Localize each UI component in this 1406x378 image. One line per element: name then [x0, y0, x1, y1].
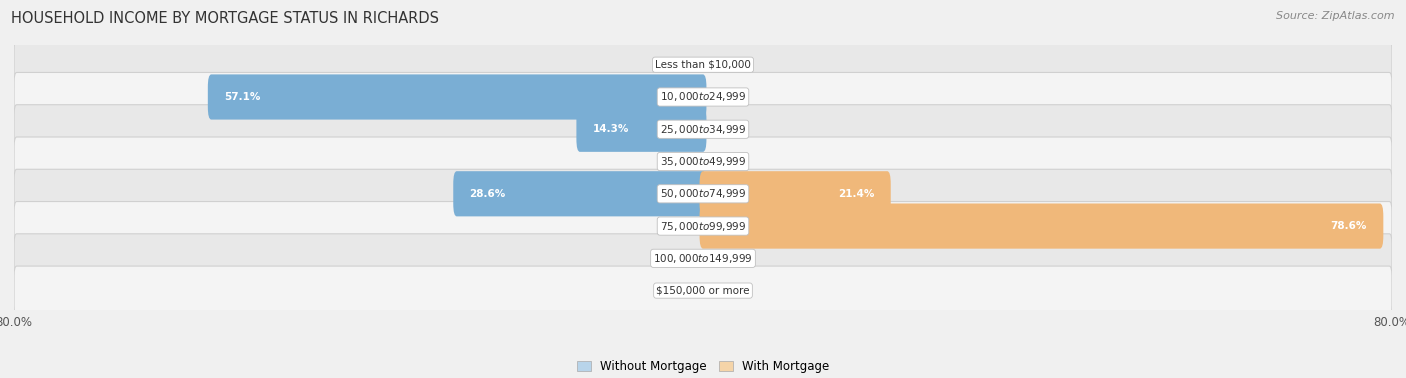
Text: $10,000 to $24,999: $10,000 to $24,999	[659, 90, 747, 104]
FancyBboxPatch shape	[14, 40, 1392, 89]
Text: 0.0%: 0.0%	[711, 253, 738, 263]
Text: $150,000 or more: $150,000 or more	[657, 286, 749, 296]
FancyBboxPatch shape	[453, 171, 706, 216]
FancyBboxPatch shape	[576, 107, 706, 152]
Text: 57.1%: 57.1%	[224, 92, 260, 102]
FancyBboxPatch shape	[14, 137, 1392, 186]
Text: 0.0%: 0.0%	[711, 286, 738, 296]
Text: 0.0%: 0.0%	[711, 92, 738, 102]
Text: 21.4%: 21.4%	[838, 189, 875, 199]
Text: 0.0%: 0.0%	[711, 156, 738, 167]
Text: 28.6%: 28.6%	[470, 189, 506, 199]
FancyBboxPatch shape	[14, 105, 1392, 154]
FancyBboxPatch shape	[14, 266, 1392, 315]
Text: $35,000 to $49,999: $35,000 to $49,999	[659, 155, 747, 168]
FancyBboxPatch shape	[14, 201, 1392, 251]
Text: $25,000 to $34,999: $25,000 to $34,999	[659, 123, 747, 136]
FancyBboxPatch shape	[14, 169, 1392, 218]
Text: 0.0%: 0.0%	[711, 60, 738, 70]
Text: 0.0%: 0.0%	[668, 60, 695, 70]
Text: 0.0%: 0.0%	[668, 156, 695, 167]
Text: $75,000 to $99,999: $75,000 to $99,999	[659, 220, 747, 232]
FancyBboxPatch shape	[14, 234, 1392, 283]
FancyBboxPatch shape	[700, 203, 1384, 249]
Text: $50,000 to $74,999: $50,000 to $74,999	[659, 187, 747, 200]
Text: Less than $10,000: Less than $10,000	[655, 60, 751, 70]
Text: 0.0%: 0.0%	[668, 286, 695, 296]
Legend: Without Mortgage, With Mortgage: Without Mortgage, With Mortgage	[572, 356, 834, 378]
Text: 0.0%: 0.0%	[711, 124, 738, 134]
FancyBboxPatch shape	[700, 171, 891, 216]
Text: 14.3%: 14.3%	[593, 124, 628, 134]
Text: Source: ZipAtlas.com: Source: ZipAtlas.com	[1277, 11, 1395, 21]
Text: 0.0%: 0.0%	[668, 253, 695, 263]
Text: 0.0%: 0.0%	[668, 221, 695, 231]
Text: HOUSEHOLD INCOME BY MORTGAGE STATUS IN RICHARDS: HOUSEHOLD INCOME BY MORTGAGE STATUS IN R…	[11, 11, 439, 26]
FancyBboxPatch shape	[14, 73, 1392, 121]
Text: 78.6%: 78.6%	[1330, 221, 1367, 231]
Text: $100,000 to $149,999: $100,000 to $149,999	[654, 252, 752, 265]
FancyBboxPatch shape	[208, 74, 706, 119]
